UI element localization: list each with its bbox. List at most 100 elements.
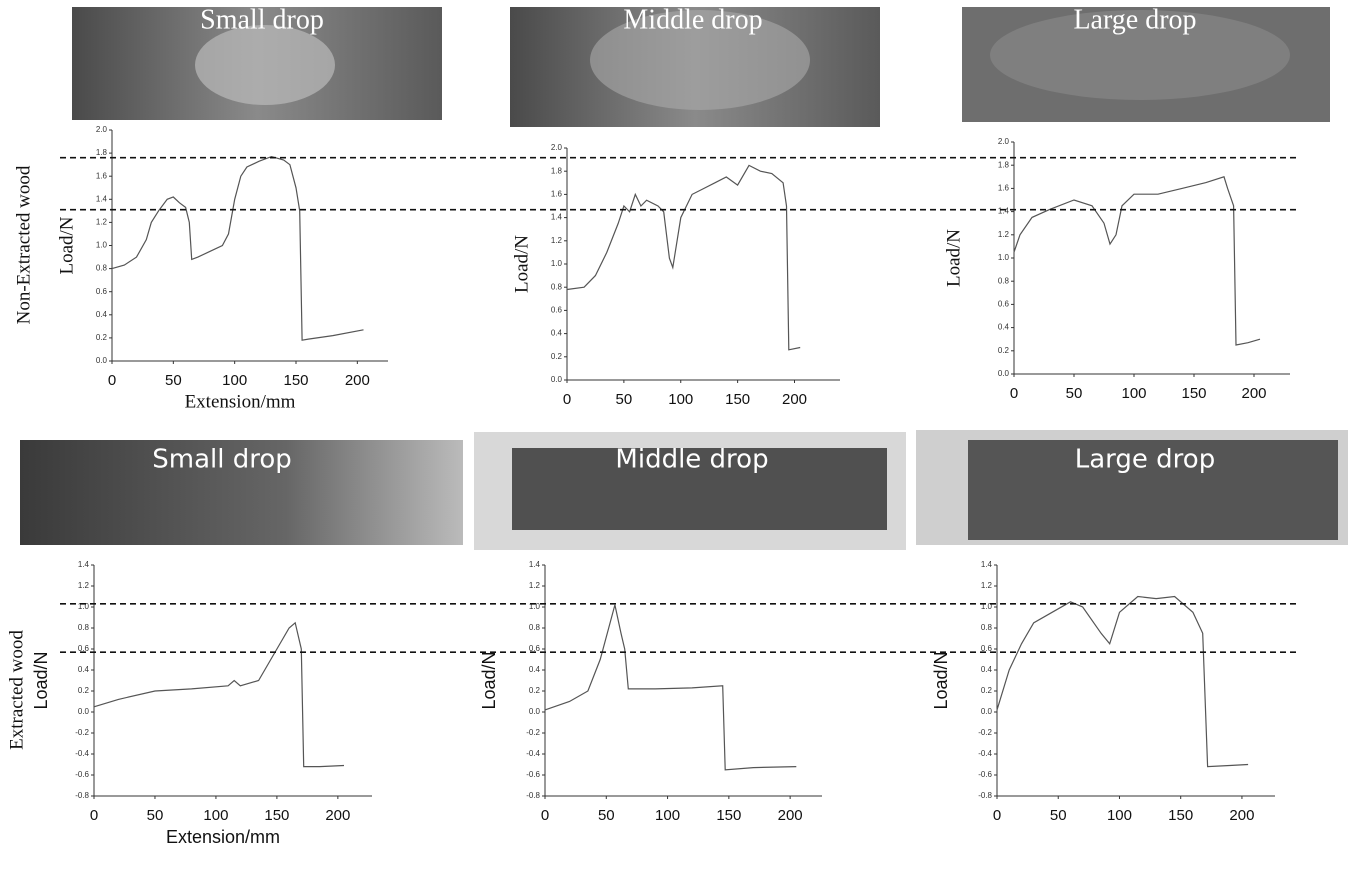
y-tick-label: -0.6	[978, 770, 992, 779]
y-tick-label: 0.8	[78, 623, 90, 632]
y-tick-label: 0.8	[981, 623, 993, 632]
x-tick-label: 200	[1241, 385, 1266, 402]
photo-label: Large drop	[1075, 445, 1215, 475]
row-label: Extracted wood	[6, 630, 27, 750]
y-tick-label: 1.4	[981, 560, 993, 569]
drop-stain	[590, 10, 810, 110]
y-tick-label: -0.2	[978, 728, 992, 737]
y-tick-label: 0.0	[998, 369, 1010, 378]
x-tick-label: 50	[598, 807, 615, 824]
x-axis-label: Extension/mm	[185, 391, 296, 412]
x-tick-label: 200	[782, 391, 807, 408]
x-tick-label: 0	[108, 372, 116, 389]
x-tick-label: 150	[264, 807, 289, 824]
y-tick-label: 0.8	[998, 276, 1010, 285]
y-tick-label: 0.0	[551, 375, 563, 384]
y-tick-label: -0.6	[526, 770, 540, 779]
x-tick-label: 150	[725, 391, 750, 408]
x-tick-label: 0	[541, 807, 549, 824]
y-tick-label: 0.2	[78, 686, 90, 695]
x-tick-label: 0	[90, 807, 98, 824]
drop-stain	[195, 25, 335, 105]
row-label: Non-Extracted wood	[13, 165, 34, 324]
drop-stain	[990, 10, 1290, 100]
y-tick-label: 0.0	[78, 707, 90, 716]
data-line	[93, 621, 345, 768]
y-tick-label: -0.8	[526, 791, 540, 800]
y-tick-label: 1.2	[529, 581, 541, 590]
y-tick-label: 1.4	[529, 560, 541, 569]
y-tick-label: 0.6	[551, 306, 563, 315]
chart: 0.0 0.2 0.4 0.6 0.8 1.0 1.2 1.4 1.6 1.8 2.0 0 50 100 1…	[56, 125, 388, 412]
x-tick-label: 100	[1121, 385, 1146, 402]
photos	[20, 7, 1348, 550]
x-tick-label: 0	[563, 391, 571, 408]
y-tick-label: 0.2	[529, 686, 541, 695]
chart: 0.0 0.2 0.4 0.6 0.8 1.0 1.2 1.4 1.6 1.8 2.0 0 50 100 1…	[511, 143, 840, 408]
x-tick-label: 200	[1229, 807, 1254, 824]
y-tick-label: 0.2	[981, 686, 993, 695]
x-axis-label: Extension/mm	[166, 827, 280, 847]
photo-label: Small drop	[152, 445, 292, 475]
x-tick-label: 50	[1066, 385, 1083, 402]
y-tick-label: 0.0	[96, 356, 108, 365]
y-tick-label: 2.0	[998, 137, 1010, 146]
y-tick-label: 0.0	[529, 707, 541, 716]
y-tick-label: 0.6	[78, 644, 90, 653]
y-tick-label: 1.4	[78, 560, 90, 569]
y-tick-label: 0.4	[551, 329, 563, 338]
x-tick-label: 0	[993, 807, 1001, 824]
y-tick-label: 1.0	[551, 259, 563, 268]
y-tick-label: 0.6	[529, 644, 541, 653]
y-tick-label: 0.6	[998, 300, 1010, 309]
y-axis-label: Load/N	[56, 216, 77, 274]
y-tick-label: 1.4	[998, 207, 1010, 216]
y-tick-label: 0.8	[551, 282, 563, 291]
specimen	[512, 448, 887, 530]
y-tick-label: 1.8	[998, 160, 1010, 169]
y-tick-label: -0.4	[526, 749, 540, 758]
y-tick-label: -0.2	[75, 728, 89, 737]
x-tick-label: 100	[203, 807, 228, 824]
specimen	[968, 440, 1338, 540]
chart: -0.8 -0.6 -0.4 -0.2 0.0 0.2 0.4 0.6 0.8 1.0 1.2 1.4…	[479, 560, 822, 824]
y-tick-label: 0.0	[981, 707, 993, 716]
y-tick-label: 0.8	[96, 264, 108, 273]
y-tick-label: 1.0	[96, 241, 108, 250]
x-tick-label: 150	[1168, 807, 1193, 824]
plots: 0.0 0.2 0.4 0.6 0.8 1.0 1.2 1.4 1.6 1.8 2.0 0 50 100 1…	[31, 125, 1290, 847]
data-line	[566, 164, 801, 351]
y-tick-label: 0.2	[998, 346, 1010, 355]
y-tick-label: 0.4	[981, 665, 993, 674]
x-tick-label: 50	[147, 807, 164, 824]
y-tick-label: -0.4	[75, 749, 89, 758]
y-tick-label: 1.6	[998, 184, 1010, 193]
y-tick-label: 1.0	[529, 602, 541, 611]
y-tick-label: 1.6	[96, 171, 108, 180]
x-tick-label: 100	[222, 372, 247, 389]
photo-label: Large drop	[1073, 4, 1196, 35]
photo	[20, 440, 463, 545]
y-tick-label: 0.4	[78, 665, 90, 674]
x-tick-label: 0	[1010, 385, 1018, 402]
y-tick-label: 1.0	[981, 602, 993, 611]
y-axis-label: Load/N	[511, 235, 532, 293]
y-tick-label: 2.0	[551, 143, 563, 152]
x-tick-label: 150	[716, 807, 741, 824]
x-tick-label: 100	[655, 807, 680, 824]
chart: -0.8 -0.6 -0.4 -0.2 0.0 0.2 0.4 0.6 0.8 1.0 1.2 1.4…	[31, 560, 372, 847]
y-tick-label: 1.4	[96, 194, 108, 203]
chart: -0.8 -0.6 -0.4 -0.2 0.0 0.2 0.4 0.6 0.8 1.0 1.2 1.4…	[931, 560, 1275, 824]
y-tick-label: 1.4	[551, 213, 563, 222]
y-tick-label: -0.2	[526, 728, 540, 737]
photo-label: Small drop	[200, 4, 324, 35]
x-tick-label: 200	[325, 807, 350, 824]
y-tick-label: 1.8	[551, 166, 563, 175]
y-tick-label: 1.2	[551, 236, 563, 245]
y-tick-label: 0.6	[96, 287, 108, 296]
y-tick-label: 0.4	[998, 323, 1010, 332]
data-line	[544, 604, 797, 771]
y-tick-label: 1.2	[96, 218, 108, 227]
y-tick-label: -0.8	[978, 791, 992, 800]
